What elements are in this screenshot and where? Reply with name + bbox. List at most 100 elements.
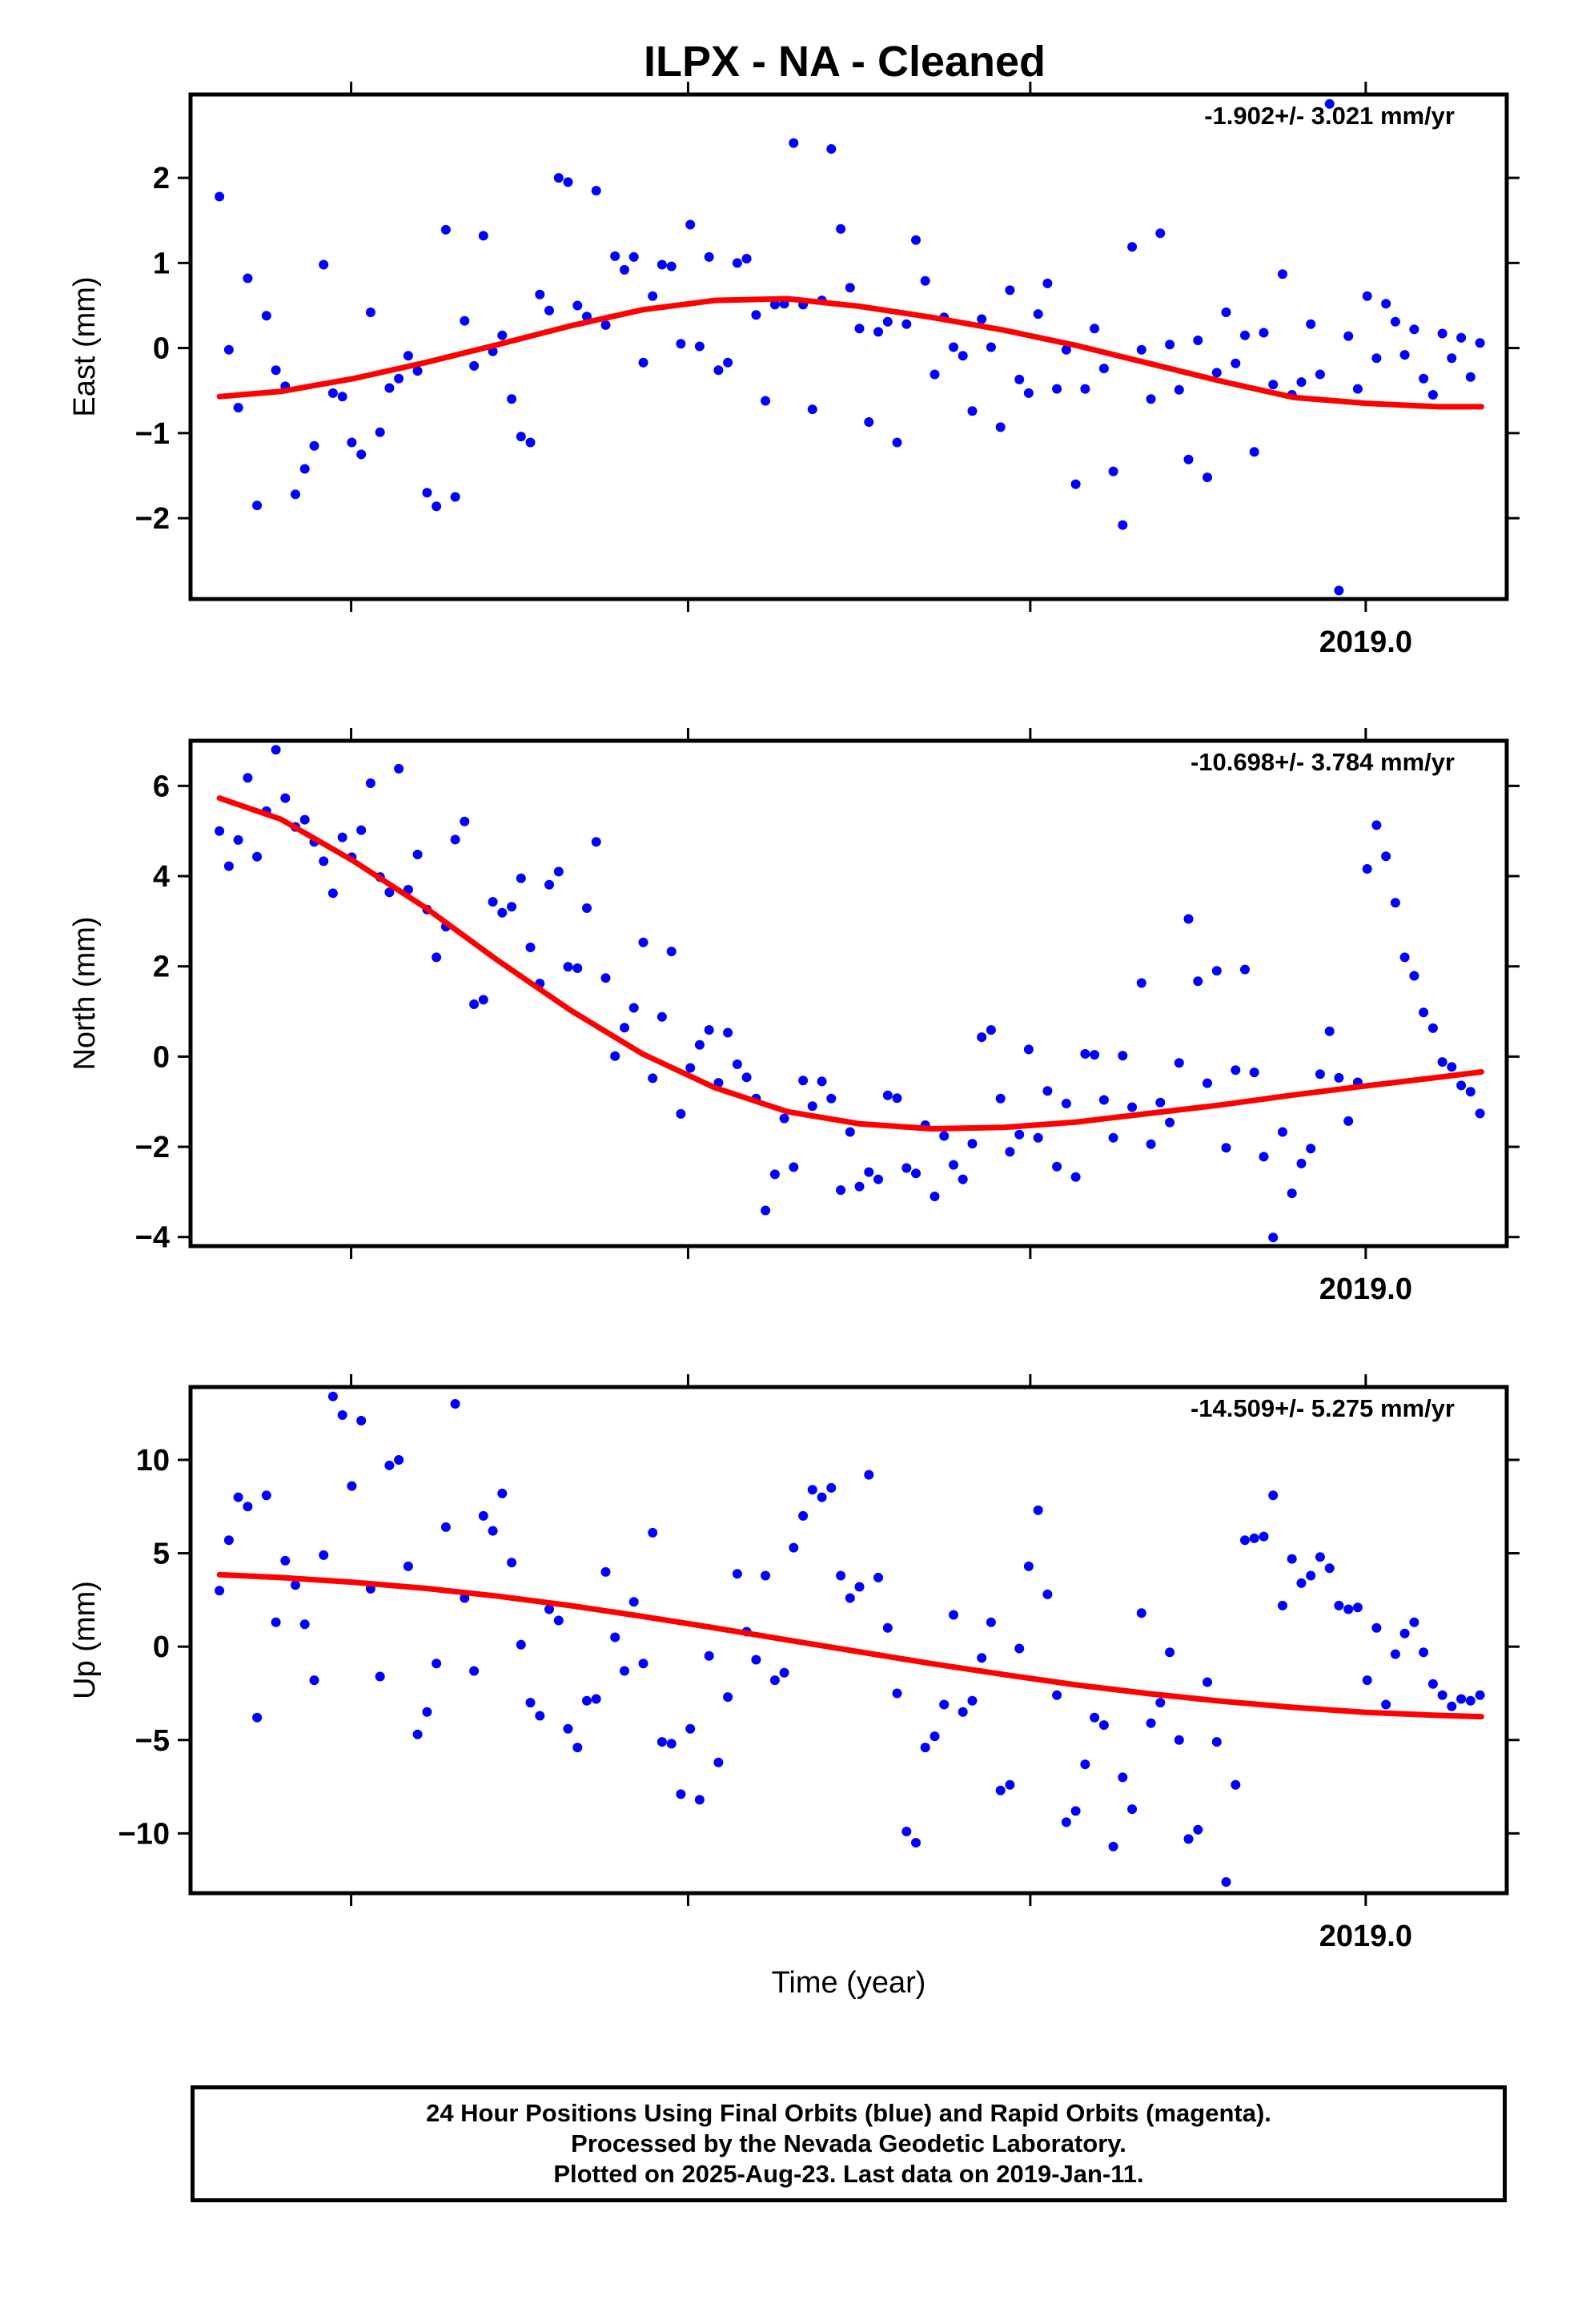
data-point [1061, 344, 1071, 355]
data-point [1090, 324, 1100, 334]
data-point [761, 1570, 771, 1581]
data-point [582, 1695, 592, 1706]
data-point [995, 422, 1006, 432]
data-point [1070, 1172, 1081, 1182]
data-point [319, 1550, 329, 1560]
data-point [1221, 1877, 1231, 1887]
data-point [478, 1510, 488, 1521]
data-point [882, 1090, 893, 1100]
x-tick-label: 2019.0 [1319, 1273, 1412, 1306]
data-point [1240, 1535, 1250, 1546]
data-point [1249, 1068, 1259, 1078]
data-point [450, 492, 460, 502]
data-point [1352, 1602, 1363, 1613]
data-point [1174, 1735, 1184, 1745]
data-point [1371, 1622, 1382, 1633]
data-point [685, 1723, 696, 1734]
data-point [1447, 1062, 1457, 1072]
data-point [751, 310, 761, 320]
y-tick-label: −1 [135, 417, 170, 451]
data-point [1409, 1617, 1419, 1627]
north-panel: −4 −2 0 2 4 6 2019.0 North (mm) -10.698+/- 3.784… [68, 728, 1520, 1306]
data-point [215, 1586, 225, 1596]
data-point [741, 254, 752, 263]
data-point [1278, 269, 1287, 279]
data-point [1183, 914, 1194, 924]
y-tick-label: −5 [135, 1724, 170, 1758]
data-point [638, 937, 648, 947]
data-point [1033, 1505, 1043, 1515]
data-point [648, 291, 658, 301]
data-point [1014, 1643, 1025, 1654]
data-point [610, 1051, 620, 1061]
data-point [1352, 384, 1363, 394]
data-point [864, 417, 874, 427]
data-point [761, 396, 771, 406]
data-point [535, 1711, 545, 1721]
data-point [1014, 374, 1025, 384]
data-point [1362, 864, 1372, 874]
data-point [1070, 1806, 1081, 1816]
data-point [1306, 1144, 1316, 1154]
data-point [591, 186, 601, 196]
data-point [384, 1460, 395, 1470]
data-point [572, 1743, 583, 1753]
data-point [412, 850, 423, 859]
data-point [638, 1659, 648, 1669]
data-point [280, 1555, 291, 1566]
data-point [864, 1470, 874, 1480]
data-point [723, 357, 733, 368]
y-tick-label: 5 [153, 1538, 170, 1571]
y-axis-title: North (mm) [68, 916, 102, 1070]
data-point [394, 763, 404, 774]
data-point [685, 219, 696, 230]
data-point [375, 427, 385, 437]
data-point [656, 1737, 667, 1747]
data-point [1334, 1600, 1344, 1610]
data-point [432, 1659, 442, 1669]
data-point [1042, 278, 1053, 288]
data-point [1042, 1589, 1053, 1599]
data-point [233, 403, 243, 412]
data-point [600, 320, 611, 330]
data-point [525, 1698, 536, 1708]
data-point [901, 319, 912, 329]
data-point [1080, 384, 1090, 394]
data-point [440, 1522, 451, 1532]
data-point [356, 1416, 367, 1425]
data-point [666, 1739, 677, 1749]
data-point [365, 778, 375, 788]
data-point [836, 223, 846, 234]
data-point [215, 826, 225, 836]
data-point [986, 1617, 996, 1627]
data-point [1098, 1095, 1109, 1105]
fit-curve [216, 1571, 1484, 1720]
data-point [1231, 358, 1241, 368]
y-axis-title: East (mm) [68, 276, 102, 416]
data-point [432, 952, 442, 963]
data-point [394, 373, 404, 384]
data-point [995, 1093, 1006, 1104]
data-point [591, 1694, 601, 1704]
data-point [1475, 1108, 1485, 1119]
data-point [807, 404, 817, 415]
data-point [309, 1675, 319, 1686]
data-point [854, 324, 865, 334]
data-point [1315, 1069, 1325, 1080]
data-point [1221, 1143, 1231, 1153]
data-point [422, 488, 432, 498]
data-point [930, 369, 940, 380]
y-tick-label: −2 [135, 1131, 170, 1164]
data-point [544, 305, 554, 316]
data-point [1259, 1152, 1269, 1162]
data-point [582, 903, 592, 913]
data-point [460, 816, 470, 826]
data-point [1042, 1086, 1053, 1096]
data-point [901, 1163, 912, 1173]
data-point [977, 1032, 987, 1043]
data-point [694, 341, 705, 352]
y-tick-label: 0 [153, 332, 170, 366]
data-point [628, 1597, 639, 1607]
data-point [516, 873, 526, 883]
